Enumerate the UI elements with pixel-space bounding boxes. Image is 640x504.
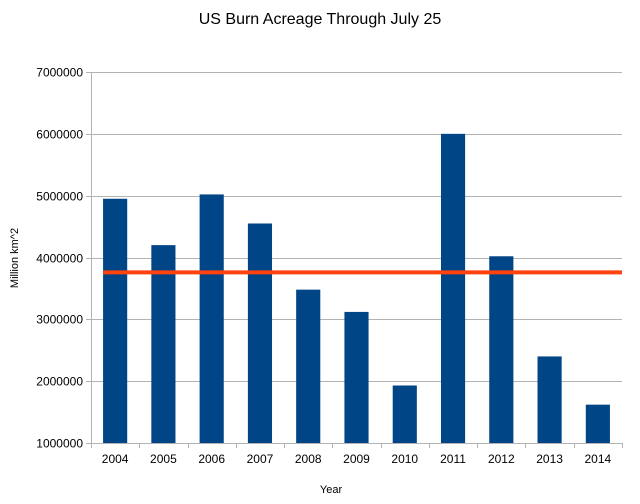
bar: [103, 198, 128, 443]
y-tick-label: 5000000: [36, 190, 83, 204]
bar: [489, 256, 514, 443]
bars: [103, 133, 610, 444]
y-tick-label: 6000000: [36, 128, 83, 142]
x-tick-label: 2006: [198, 452, 225, 466]
bar: [537, 356, 562, 443]
chart-title: US Burn Acreage Through July 25: [199, 11, 442, 28]
x-tick-label: 2009: [343, 452, 370, 466]
x-tick-label: 2012: [488, 452, 515, 466]
x-axis-label: Year: [320, 484, 343, 496]
bar: [392, 385, 417, 443]
x-tick-labels: 2004 2005 2006 2007 2008 2009 2010 2011 2012 2013…: [102, 452, 612, 466]
bar: [440, 133, 466, 444]
x-tick-label: 2013: [536, 452, 563, 466]
bar: [199, 194, 224, 443]
y-tick-label: 3000000: [36, 313, 83, 327]
x-tick-label: 2011: [440, 452, 466, 466]
y-tick-labels: 1000000 2000000 3000000 4000000 5000000 60000…: [36, 66, 83, 451]
x-tick-label: 2004: [102, 452, 129, 466]
y-tick-label: 2000000: [36, 375, 83, 389]
x-tick-label: 2010: [391, 452, 418, 466]
y-tick-label: 1000000: [36, 437, 83, 451]
x-tick-label: 2008: [295, 452, 322, 466]
bar: [151, 245, 176, 443]
x-tick-label: 2005: [150, 452, 177, 466]
bar: [585, 404, 610, 443]
bar: [344, 311, 369, 443]
axes: [91, 72, 623, 448]
bar: [247, 223, 273, 443]
x-tick-label: 2007: [247, 452, 274, 466]
bar: [296, 289, 321, 443]
y-tick-label: 4000000: [36, 252, 83, 266]
y-tick-label: 7000000: [36, 66, 83, 80]
y-axis-label: Million km^2: [9, 228, 21, 288]
x-tick-label: 2014: [585, 452, 612, 466]
